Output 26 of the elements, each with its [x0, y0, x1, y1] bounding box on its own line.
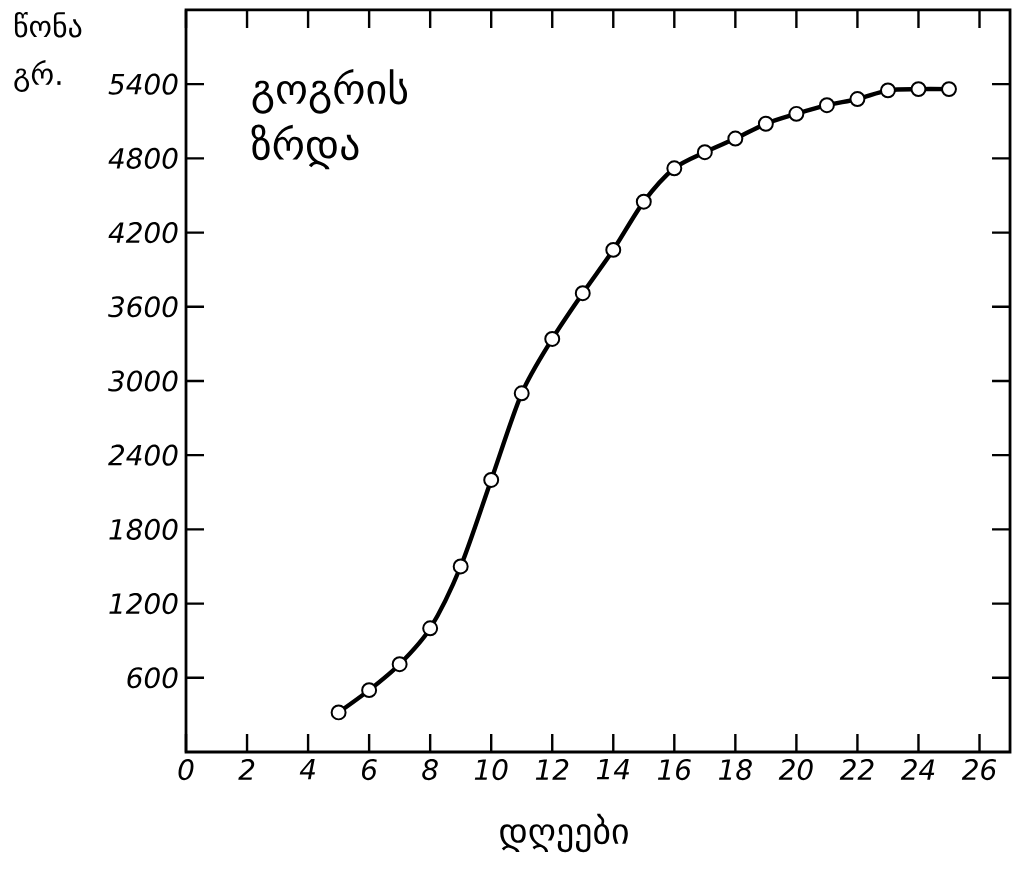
- y-tick-label: 3000: [108, 370, 178, 392]
- y-tick-label: 4200: [108, 222, 178, 244]
- y-tick-label: 3600: [108, 296, 178, 318]
- x-tick-label: 6: [362, 759, 377, 781]
- y-axis-title: წონა გრ.: [14, 12, 82, 92]
- y-tick-label: 1800: [109, 518, 178, 540]
- x-tick-label: 0: [178, 759, 194, 781]
- y-tick-label: 5400: [108, 73, 178, 95]
- x-tick-label: 26: [961, 759, 996, 781]
- x-tick-label: 14: [596, 759, 630, 780]
- x-tick-label: 2: [238, 759, 255, 780]
- y-tick-label: 4800: [108, 147, 178, 169]
- x-tick-label: 4: [299, 759, 315, 780]
- x-tick-label: 8: [422, 759, 438, 781]
- x-tick-label: 20: [778, 759, 813, 781]
- x-axis-title: დღეები: [500, 813, 628, 853]
- y-tick-label: 1200: [109, 593, 178, 615]
- y-tick-label: 600: [127, 667, 178, 689]
- x-tick-label: 22: [839, 759, 874, 780]
- y-tick-label: 2400: [108, 444, 178, 466]
- x-tick-label: 18: [718, 759, 752, 781]
- x-tick-label: 24: [900, 759, 935, 780]
- x-tick-label: 10: [474, 759, 508, 781]
- text: გოგრის ზრდა: [251, 68, 408, 170]
- x-tick-label: 12: [535, 759, 569, 780]
- x-tick-label: 16: [657, 759, 691, 781]
